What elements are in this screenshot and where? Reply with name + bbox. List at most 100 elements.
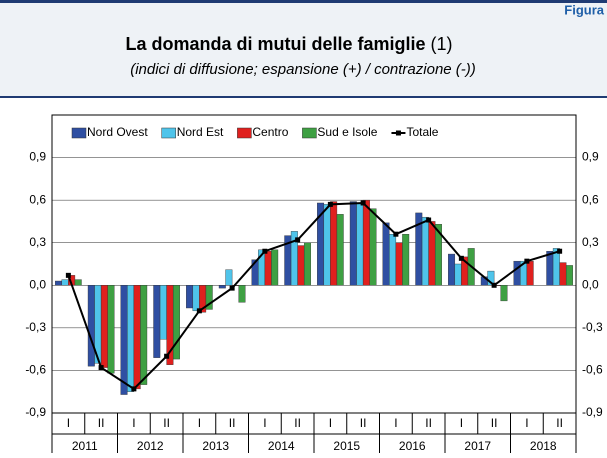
bar [55,280,63,286]
bar [454,263,462,286]
x-tick-label: II [360,416,367,430]
bar [205,285,213,310]
bar [559,262,567,286]
x-tick-label: I [329,416,332,430]
y-tick-label: 0,9 [29,150,46,164]
y2-tick-label: 0,9 [582,150,599,164]
title-note: (1) [431,34,453,54]
x-tick-label: I [394,416,397,430]
line-marker [229,285,235,291]
bar [369,208,377,286]
bar [356,202,364,286]
x-tick-label: I [67,416,70,430]
line-marker [327,201,333,207]
bar [395,242,403,286]
legend-marker [395,130,401,136]
bar [238,285,246,303]
year-label: 2013 [202,439,229,453]
bar [153,285,161,358]
bar [336,214,344,286]
y2-tick-label: 0,0 [582,277,599,291]
y-tick-label: 0,3 [29,235,46,249]
x-tick-label: I [132,416,135,430]
y-tick-label: 0,6 [29,192,46,206]
bar [133,285,141,390]
top-rule [0,0,607,3]
bar [428,221,436,286]
year-label: 2014 [268,439,295,453]
y-tick-label: -0,9 [25,405,46,419]
line-marker [524,258,530,264]
line-marker [393,231,399,237]
bar [323,204,331,286]
line-marker [557,248,563,254]
year-label: 2016 [399,439,426,453]
line-marker [65,272,71,278]
y-tick-label: 0,0 [29,277,46,291]
bar [87,285,95,367]
y-tick-label: -0,6 [25,363,46,377]
line-marker [98,365,104,371]
x-tick-label: II [229,416,236,430]
bar [192,285,200,312]
bar [159,285,167,340]
line-series [67,201,560,391]
bar [74,279,82,286]
bar [303,242,311,286]
year-label: 2017 [464,439,491,453]
bar [297,245,305,286]
bar [100,285,108,368]
legend-swatch [71,127,87,139]
legend-label: Nord Est [177,125,224,139]
bar [389,233,397,286]
bar [546,251,554,286]
bar [448,253,456,286]
x-tick-label: II [294,416,301,430]
bar [107,285,115,374]
bar [434,224,442,286]
x-tick-label: I [460,416,463,430]
legend-label: Centro [252,125,288,139]
bar [172,285,180,360]
bar [513,260,521,286]
bar [330,201,338,286]
y-tick-label: -0,3 [25,320,46,334]
line-marker [458,255,464,261]
year-label: 2015 [333,439,360,453]
x-tick-label: II [163,416,170,430]
line-marker [196,308,202,314]
legend-label: Totale [406,125,438,139]
y2-tick-label: -0,3 [582,320,603,334]
bar [264,251,272,286]
line-marker [164,353,170,359]
title: La domanda di mutui delle famiglie (1) [125,34,452,54]
bar [186,285,194,309]
line-marker [131,386,137,392]
title-text: La domanda di mutui delle famiglie [125,34,425,54]
y2-tick-label: -0,9 [582,405,603,419]
bar [402,233,410,286]
legend-label: Nord Ovest [87,125,148,139]
year-label: 2011 [72,439,98,453]
y2-tick-label: 0,3 [582,235,599,249]
bar [127,285,135,392]
legend-swatch [161,127,176,139]
bar [500,285,508,302]
bar [225,269,233,286]
line-marker [262,248,268,254]
year-label: 2012 [137,439,164,453]
year-label: 2018 [530,439,557,453]
bar [120,285,128,395]
line-marker [491,282,497,288]
y2-tick-label: -0,6 [582,363,603,377]
bar [362,199,370,286]
bar [382,222,390,286]
bar [271,249,279,286]
line-marker [426,217,432,223]
header-bg [0,0,607,97]
x-tick-label: I [198,416,201,430]
bar [140,285,148,385]
line-marker [295,237,301,243]
